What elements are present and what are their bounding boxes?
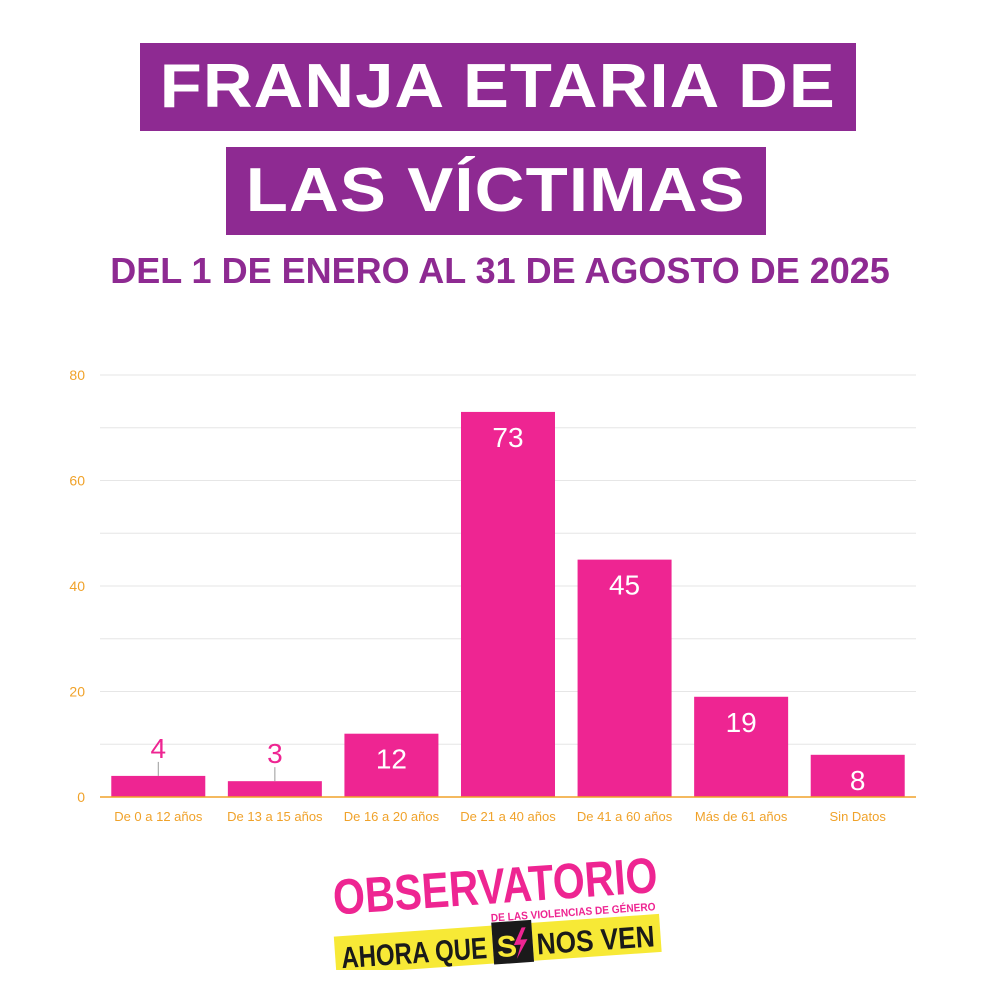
subtitle: DEL 1 DE ENERO AL 31 DE AGOSTO DE 2025 — [110, 250, 890, 291]
bar-chart: 0 20 40 60 80 4 De 0 a 12 años 3 De 13 a 15 años… — [69, 367, 916, 824]
bar — [810, 754, 905, 797]
bar — [694, 696, 789, 797]
title-line-1-text: FRANJA ETARIA DE — [159, 52, 836, 121]
observatorio-logo: OBSERVATORIO DE LAS VIOLENCIAS DE GÉNERO… — [331, 847, 662, 970]
title-line-2-text: LAS VÍCTIMAS — [245, 156, 746, 225]
x-tick-label: De 16 a 20 años — [344, 809, 440, 824]
bar — [461, 411, 555, 797]
title-line-2: LAS VÍCTIMAS — [226, 147, 766, 235]
y-tick-label: 40 — [69, 578, 85, 594]
x-tick-label: De 21 a 40 años — [460, 809, 556, 824]
lightning-icon — [513, 927, 528, 959]
x-tick-label: Más de 61 años — [695, 809, 788, 824]
logo-nos-ven-text: NOS VEN — [536, 920, 656, 961]
logo-s-text: S — [496, 930, 518, 964]
data-label: 73 — [492, 422, 523, 453]
title-line-1: FRANJA ETARIA DE — [140, 43, 856, 131]
bar — [577, 559, 672, 797]
data-label: 4 — [150, 733, 166, 764]
bar — [344, 733, 439, 797]
bar — [227, 781, 322, 797]
x-tick-label: De 0 a 12 años — [114, 809, 203, 824]
data-label: 3 — [267, 738, 283, 769]
x-tick-label: De 41 a 60 años — [577, 809, 673, 824]
y-tick-label: 0 — [77, 789, 85, 805]
data-label: 19 — [726, 707, 757, 738]
data-label: 45 — [609, 570, 640, 601]
data-label: 8 — [850, 765, 866, 796]
y-tick-label: 60 — [69, 473, 85, 489]
logo-yellow-band-right — [531, 913, 662, 961]
y-tick-label: 80 — [69, 367, 85, 383]
logo-yellow-band-left — [333, 925, 495, 970]
bar — [111, 775, 206, 797]
y-tick-label: 20 — [69, 684, 85, 700]
x-tick-label: De 13 a 15 años — [227, 809, 323, 824]
x-tick-label: Sin Datos — [830, 809, 887, 824]
data-label: 12 — [376, 744, 407, 775]
